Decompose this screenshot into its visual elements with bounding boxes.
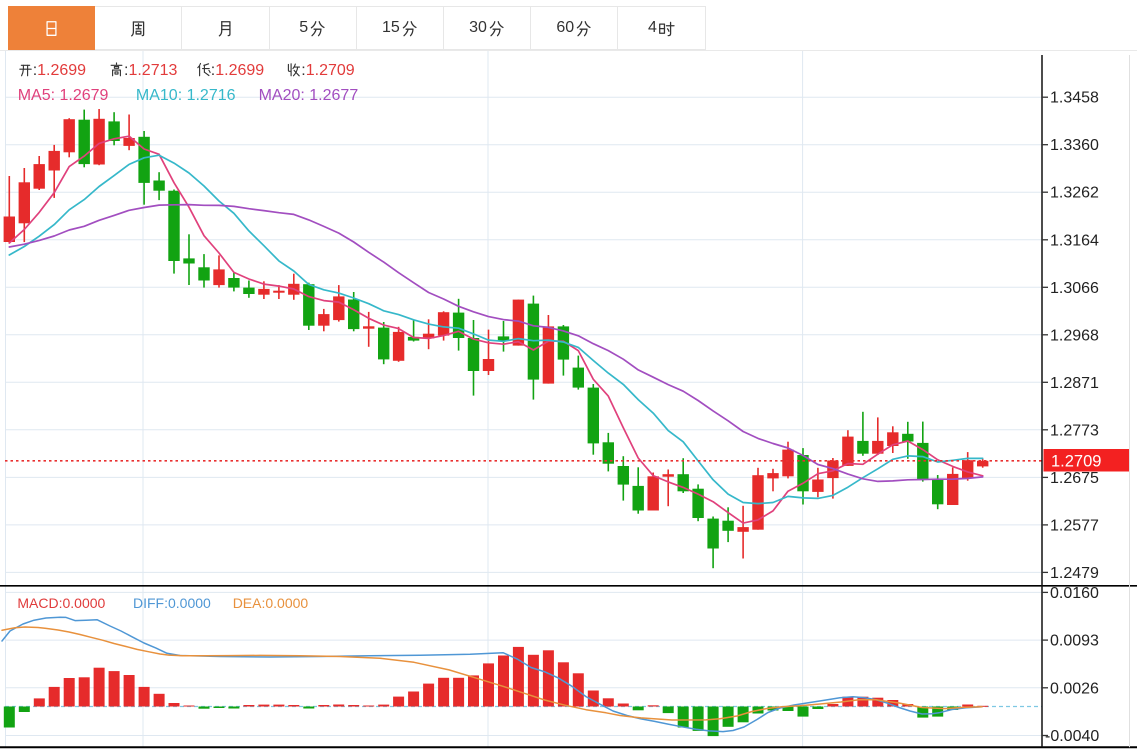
svg-text:0.0160: 0.0160 bbox=[1050, 585, 1099, 602]
svg-text:1.2675: 1.2675 bbox=[1050, 470, 1099, 487]
svg-text:0.0026: 0.0026 bbox=[1050, 680, 1099, 697]
svg-text:1.3458: 1.3458 bbox=[1050, 90, 1099, 107]
svg-text:1.2577: 1.2577 bbox=[1050, 517, 1099, 534]
svg-text:1.2709: 1.2709 bbox=[1051, 453, 1101, 471]
svg-text:1.2479: 1.2479 bbox=[1050, 565, 1099, 582]
svg-text:1.3262: 1.3262 bbox=[1050, 185, 1099, 202]
svg-text:1.2871: 1.2871 bbox=[1050, 375, 1099, 392]
svg-text:1.2773: 1.2773 bbox=[1050, 422, 1099, 439]
svg-text:1.3164: 1.3164 bbox=[1050, 232, 1099, 249]
svg-text:1.3066: 1.3066 bbox=[1050, 280, 1099, 297]
svg-text:-0.0040: -0.0040 bbox=[1045, 728, 1099, 745]
svg-text:1.3360: 1.3360 bbox=[1050, 137, 1099, 154]
svg-text:1.2968: 1.2968 bbox=[1050, 327, 1099, 344]
svg-text:0.0093: 0.0093 bbox=[1050, 633, 1099, 650]
